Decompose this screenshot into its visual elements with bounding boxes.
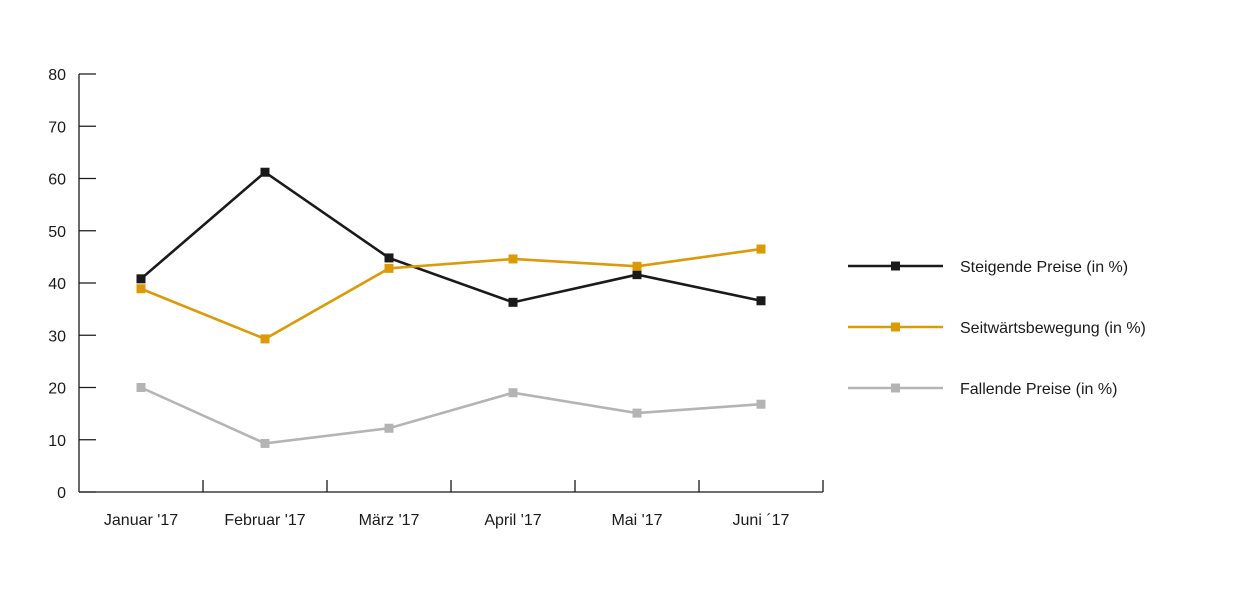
- legend: Steigende Preise (in %) Seitwärtsbewegung…: [848, 259, 1146, 398]
- y-tick-label: 30: [48, 328, 66, 345]
- series-group: [136, 383, 766, 448]
- data-point-marker: [136, 274, 146, 284]
- data-point-marker: [260, 334, 270, 344]
- legend-item: Fallende Preise (in %): [848, 381, 1117, 398]
- legend-item: Seitwärtsbewegung (in %): [848, 320, 1146, 337]
- series-group: [136, 167, 766, 307]
- legend-swatch-marker: [891, 322, 900, 332]
- data-point-marker: [756, 399, 766, 409]
- y-tick-label: 60: [48, 172, 66, 189]
- series-group: [136, 244, 766, 344]
- y-tick-label: 0: [57, 485, 66, 502]
- x-tick-label: Mai '17: [611, 512, 662, 529]
- x-tick-label: April '17: [484, 512, 541, 529]
- x-tick-label: Februar '17: [224, 512, 305, 529]
- data-point-marker: [136, 383, 146, 392]
- data-point-marker: [632, 261, 642, 271]
- series-line: [140, 247, 762, 341]
- y-tick-label: 70: [48, 119, 66, 136]
- data-point-marker: [384, 263, 394, 273]
- x-tick-label: März '17: [359, 512, 420, 529]
- y-tick-label: 10: [48, 433, 66, 450]
- series-line: [140, 386, 762, 445]
- series-line: [140, 170, 762, 304]
- y-tick-label: 80: [48, 67, 66, 84]
- data-point-marker: [508, 297, 518, 307]
- data-point-marker: [632, 408, 642, 418]
- legend-swatch-marker: [891, 261, 900, 271]
- series-layer: [136, 167, 766, 448]
- legend-label: Fallende Preise (in %): [960, 381, 1117, 398]
- axes: 0 10 20 30 40 50 60 70 80 Januar '17 Februar '17 Mä…: [48, 67, 824, 529]
- data-point-marker: [756, 296, 766, 306]
- data-point-marker: [384, 423, 394, 433]
- data-point-marker: [384, 253, 394, 263]
- data-point-marker: [508, 388, 518, 398]
- data-point-marker: [136, 284, 146, 294]
- legend-label: Steigende Preise (in %): [960, 259, 1128, 276]
- legend-item: Steigende Preise (in %): [848, 259, 1128, 276]
- x-tick-label: Juni ´17: [733, 512, 790, 529]
- y-tick-label: 20: [48, 381, 66, 398]
- data-point-marker: [260, 438, 270, 448]
- data-point-marker: [260, 167, 270, 177]
- legend-label: Seitwärtsbewegung (in %): [960, 320, 1146, 337]
- y-tick-label: 40: [48, 276, 66, 293]
- legend-swatch-marker: [891, 383, 900, 393]
- y-tick-label: 50: [48, 224, 66, 241]
- data-point-marker: [508, 254, 518, 264]
- data-point-marker: [756, 244, 766, 254]
- data-point-marker: [632, 270, 642, 280]
- x-tick-label: Januar '17: [104, 512, 178, 529]
